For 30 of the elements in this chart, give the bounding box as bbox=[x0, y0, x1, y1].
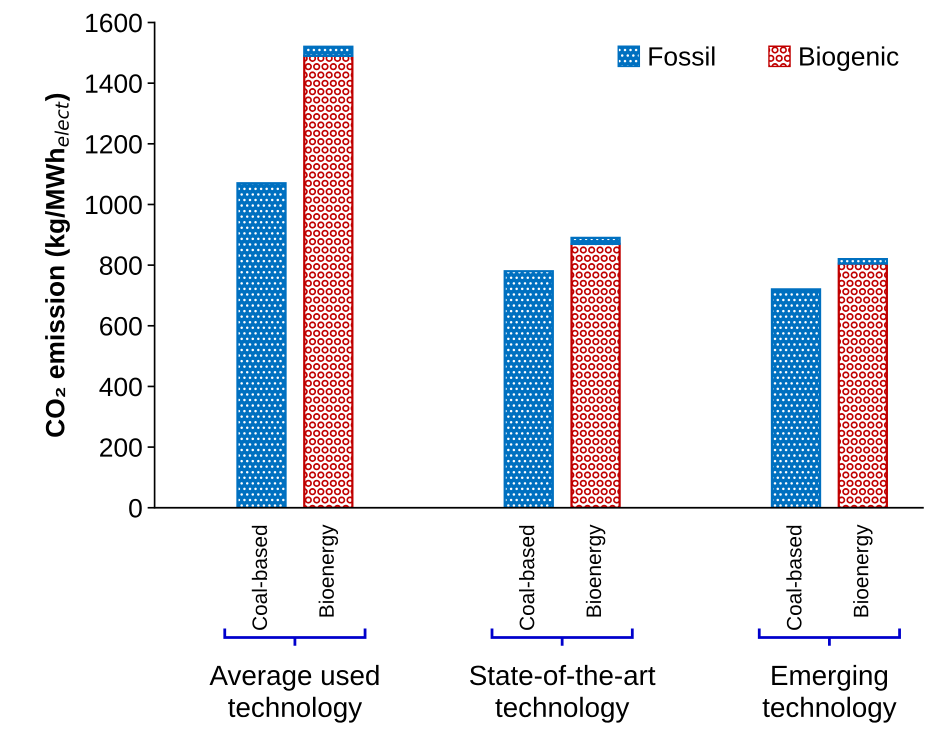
text: State-of-the-art technology bbox=[470, 664, 656, 723]
text: Emerging technology bbox=[762, 664, 897, 723]
y-tick-label: 200 bbox=[100, 438, 142, 457]
x-tick-label: Coal-based bbox=[252, 526, 268, 630]
text: Average used technology bbox=[210, 664, 379, 723]
bar bbox=[236, 182, 287, 508]
y-tick-label: 1200 bbox=[86, 134, 142, 154]
x-tick-label: Coal-based bbox=[786, 526, 802, 630]
y-tick-label: 400 bbox=[99, 378, 142, 396]
bar bbox=[303, 46, 354, 57]
x-tick-label: Bioenergy bbox=[586, 524, 606, 617]
y-tick-label: 1400 bbox=[86, 74, 142, 93]
y-tick-label: 600 bbox=[100, 316, 142, 336]
y-tick-label: 1600 bbox=[86, 14, 142, 32]
bar bbox=[838, 258, 888, 265]
y-tick-label: 1000 bbox=[86, 196, 142, 214]
x-tick-label: Coal-based bbox=[519, 526, 534, 630]
bar bbox=[303, 54, 354, 508]
y-tick-label: 800 bbox=[100, 256, 142, 275]
y-tick-label: 0 bbox=[129, 498, 142, 518]
bar bbox=[570, 236, 621, 246]
bar bbox=[504, 270, 554, 508]
x-tick-label: Bioenergy bbox=[318, 524, 338, 617]
bar bbox=[838, 262, 888, 508]
bar bbox=[570, 242, 621, 508]
legend-label: Biogenic bbox=[800, 46, 898, 71]
y-axis-title: CO₂ emission (kg/MWh$_{elect}$) bbox=[45, 94, 70, 437]
legend-label: Fossil bbox=[649, 46, 714, 66]
bar bbox=[770, 288, 822, 508]
x-tick-label: Bioenergy bbox=[853, 524, 873, 617]
